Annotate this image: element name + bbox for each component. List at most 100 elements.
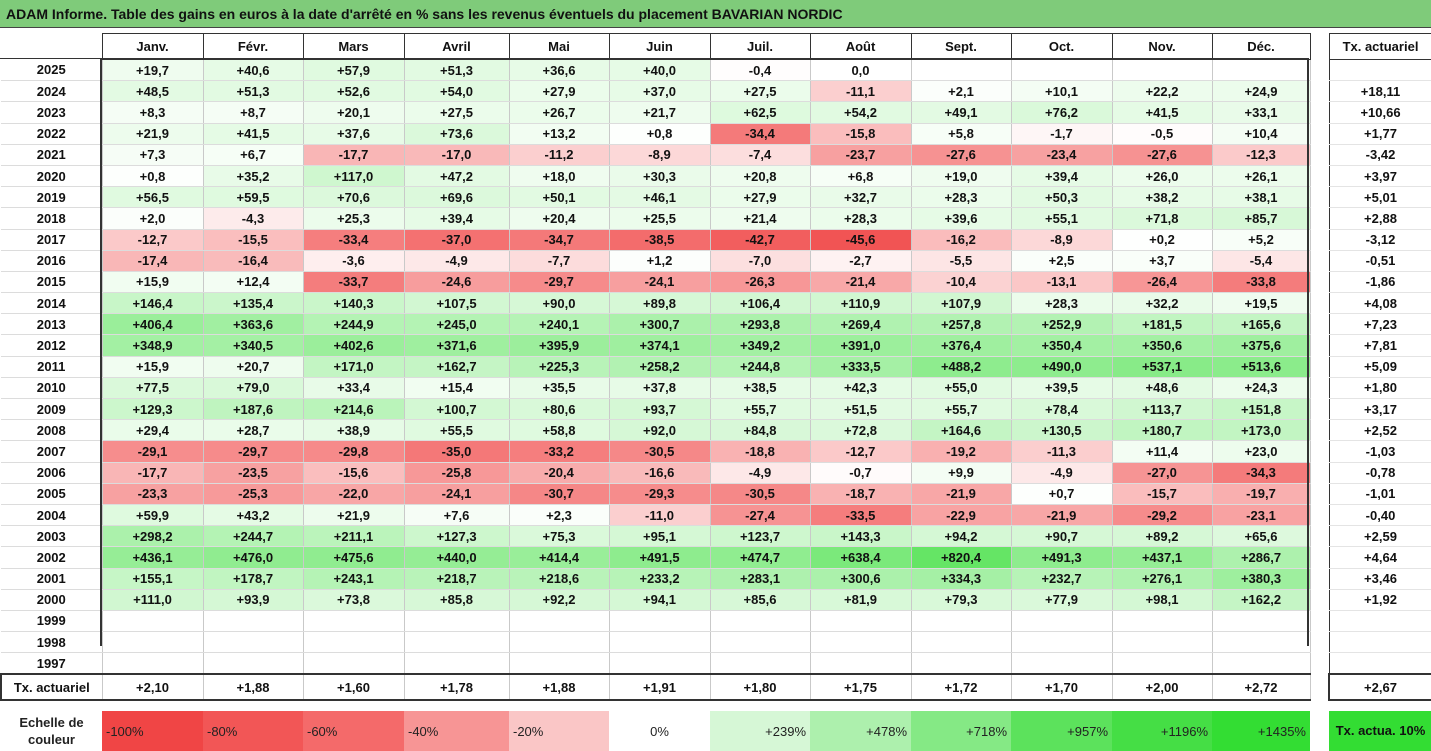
gain-cell: +24,3	[1212, 377, 1310, 398]
gain-cell: +12,4	[203, 271, 303, 292]
gain-cell: +85,6	[710, 589, 810, 610]
gain-cell: -7,0	[710, 250, 810, 271]
header-bottom-border	[0, 58, 1308, 59]
gain-cell: +26,1	[1212, 165, 1310, 186]
gain-cell: +127,3	[404, 526, 509, 547]
gain-cell: +300,6	[810, 568, 911, 589]
gain-cell: +218,7	[404, 568, 509, 589]
gain-cell: +38,1	[1212, 187, 1310, 208]
gain-cell: -8,9	[1011, 229, 1112, 250]
gain-cell: +165,6	[1212, 314, 1310, 335]
gain-cell	[911, 632, 1011, 653]
gain-cell: +7,3	[102, 144, 203, 165]
gain-cell: +79,0	[203, 377, 303, 398]
total-rate-cell: +1,88	[509, 674, 609, 700]
rate-scale-swatch: Tx. actua. 10%	[1329, 711, 1431, 751]
gain-cell	[1112, 653, 1212, 675]
gain-cell: -23,7	[810, 144, 911, 165]
total-rate-cell: +2,00	[1112, 674, 1212, 700]
gain-cell: -21,9	[1011, 504, 1112, 525]
gain-cell	[810, 653, 911, 675]
gain-cell: +39,5	[1011, 377, 1112, 398]
gain-cell: -17,4	[102, 250, 203, 271]
gain-cell	[710, 653, 810, 675]
gain-cell: +26,7	[509, 102, 609, 123]
gain-cell: +55,7	[911, 399, 1011, 420]
gain-cell: +513,6	[1212, 356, 1310, 377]
table-row: 2002+436,1+476,0+475,6+440,0+414,4+491,5…	[1, 547, 1310, 568]
gain-cell: -12,7	[810, 441, 911, 462]
gain-cell: +181,5	[1112, 314, 1212, 335]
gain-cell: -29,1	[102, 441, 203, 462]
gain-cell	[1212, 632, 1310, 653]
gain-cell	[810, 610, 911, 631]
color-scale-swatch: -40%	[404, 711, 509, 751]
gain-cell: +0,2	[1112, 229, 1212, 250]
gain-cell: +93,7	[609, 399, 710, 420]
gain-cell	[203, 610, 303, 631]
gain-cell: +107,5	[404, 293, 509, 314]
gain-cell: -16,2	[911, 229, 1011, 250]
gain-cell: +11,4	[1112, 441, 1212, 462]
gain-cell: +406,4	[102, 314, 203, 335]
gain-cell: +85,7	[1212, 208, 1310, 229]
gain-cell: +42,3	[810, 377, 911, 398]
gain-cell: -11,0	[609, 504, 710, 525]
month-header: Déc.	[1212, 34, 1310, 60]
gain-cell	[509, 610, 609, 631]
gain-cell: -8,9	[609, 144, 710, 165]
gain-cell: +340,5	[203, 335, 303, 356]
gain-cell	[1112, 610, 1212, 631]
gain-cell: -16,4	[203, 250, 303, 271]
gain-cell: +43,2	[203, 504, 303, 525]
gain-cell: +6,8	[810, 165, 911, 186]
annual-rate-cell: +3,97	[1329, 165, 1431, 186]
year-label: 2012	[1, 335, 102, 356]
gain-cell: +22,2	[1112, 81, 1212, 102]
annual-rate-cell	[1329, 610, 1431, 631]
color-scale-swatch: +478%	[810, 711, 911, 751]
gain-cell: -5,4	[1212, 250, 1310, 271]
table-row: 2022+21,9+41,5+37,6+73,6+13,2+0,8-34,4-1…	[1, 123, 1310, 144]
gain-cell: -21,9	[911, 483, 1011, 504]
table-right-border	[1307, 58, 1309, 646]
month-header: Juin	[609, 34, 710, 60]
gain-cell: +225,3	[509, 356, 609, 377]
gain-cell: +78,4	[1011, 399, 1112, 420]
gain-cell: +214,6	[303, 399, 404, 420]
gain-cell: +162,2	[1212, 589, 1310, 610]
gain-cell: +24,9	[1212, 81, 1310, 102]
gain-cell: +93,9	[203, 589, 303, 610]
annual-rate-cell: +7,23	[1329, 314, 1431, 335]
gain-cell: +257,8	[911, 314, 1011, 335]
year-column-divider	[100, 58, 102, 646]
gain-cell: -30,5	[710, 483, 810, 504]
gain-cell	[102, 610, 203, 631]
gain-cell: +244,9	[303, 314, 404, 335]
gain-cell: -30,5	[609, 441, 710, 462]
gain-cell: -4,9	[1011, 462, 1112, 483]
total-rate-cell: +1,72	[911, 674, 1011, 700]
gain-cell: -33,8	[1212, 271, 1310, 292]
gain-cell: +28,3	[1011, 293, 1112, 314]
gain-cell: +72,8	[810, 420, 911, 441]
month-header: Nov.	[1112, 34, 1212, 60]
gain-cell: +437,1	[1112, 547, 1212, 568]
year-label: 2015	[1, 271, 102, 292]
gain-cell: +51,3	[404, 60, 509, 81]
gain-cell: +51,5	[810, 399, 911, 420]
annual-rate-cell: +4,08	[1329, 293, 1431, 314]
gain-cell: -7,4	[710, 144, 810, 165]
gain-cell: +54,2	[810, 102, 911, 123]
gain-cell	[1011, 610, 1112, 631]
gain-cell: -12,7	[102, 229, 203, 250]
annual-rate-cell: -0,51	[1329, 250, 1431, 271]
gain-cell: +537,1	[1112, 356, 1212, 377]
gain-cell: +348,9	[102, 335, 203, 356]
gain-cell: +162,7	[404, 356, 509, 377]
gain-cell	[303, 653, 404, 675]
gain-cell	[609, 610, 710, 631]
gain-cell: +19,0	[911, 165, 1011, 186]
month-header: Sept.	[911, 34, 1011, 60]
gain-cell: -21,4	[810, 271, 911, 292]
